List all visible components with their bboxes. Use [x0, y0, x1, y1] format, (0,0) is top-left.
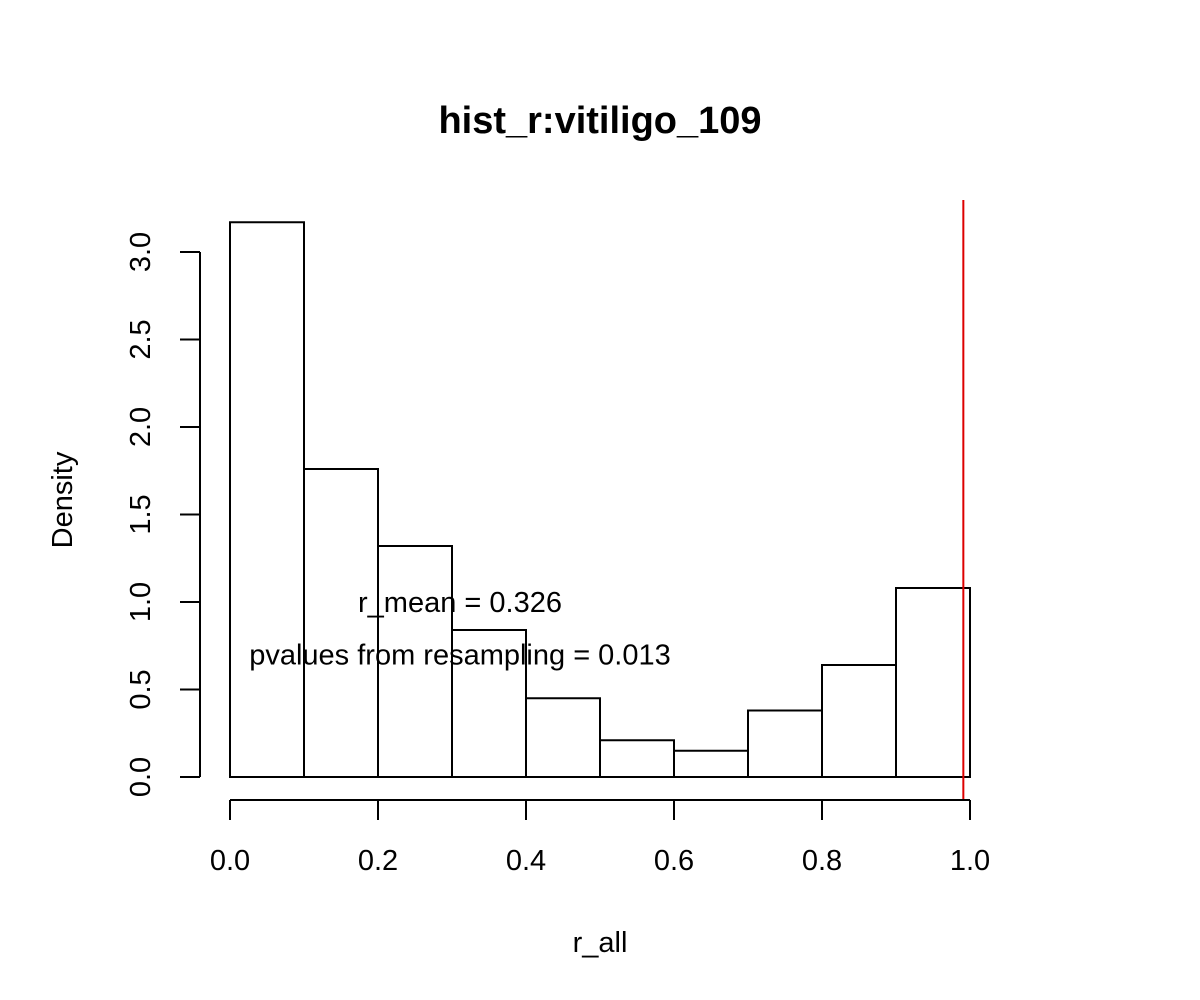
x-tick-label: 0.6	[654, 845, 694, 877]
x-tick-label: 0.8	[802, 845, 842, 877]
chart-title: hist_r:vitiligo_109	[438, 100, 761, 142]
histogram-bar	[525, 697, 601, 778]
histogram-bar	[895, 587, 971, 778]
pvalue-annotation: pvalues from resampling = 0.013	[249, 640, 671, 672]
x-tick-label: 0.4	[506, 845, 546, 877]
y-axis-label: Density	[47, 451, 79, 548]
y-tick-label: 1.5	[125, 494, 157, 534]
histogram-bar	[303, 468, 379, 778]
y-axis: 0.0 0.5 1.0 1.5 2.0 2.5 3.0	[125, 232, 201, 797]
x-tick-label: 1.0	[950, 845, 990, 877]
r-mean-annotation: r_mean = 0.326	[358, 587, 562, 619]
histogram-bar	[377, 545, 453, 778]
y-tick-label: 0.0	[125, 757, 157, 797]
x-tick-label: 0.2	[358, 845, 398, 877]
histogram-bar	[747, 709, 823, 778]
histogram-bar	[821, 664, 897, 778]
y-tick-label: 0.5	[125, 669, 157, 709]
y-tick-label: 3.0	[125, 232, 157, 272]
histogram-bar	[673, 749, 749, 778]
y-tick-label: 2.0	[125, 407, 157, 447]
y-tick-label: 1.0	[125, 582, 157, 622]
y-tick-label: 2.5	[125, 319, 157, 359]
histogram-bar	[599, 739, 675, 778]
histogram-bar	[451, 629, 527, 778]
histogram-bar	[229, 221, 305, 778]
x-tick-label: 0.0	[210, 845, 250, 877]
histogram-bars	[229, 221, 971, 778]
x-axis-label: r_all	[573, 927, 628, 959]
x-axis: 0.0 0.2 0.4 0.6 0.8 1.0	[210, 799, 990, 877]
